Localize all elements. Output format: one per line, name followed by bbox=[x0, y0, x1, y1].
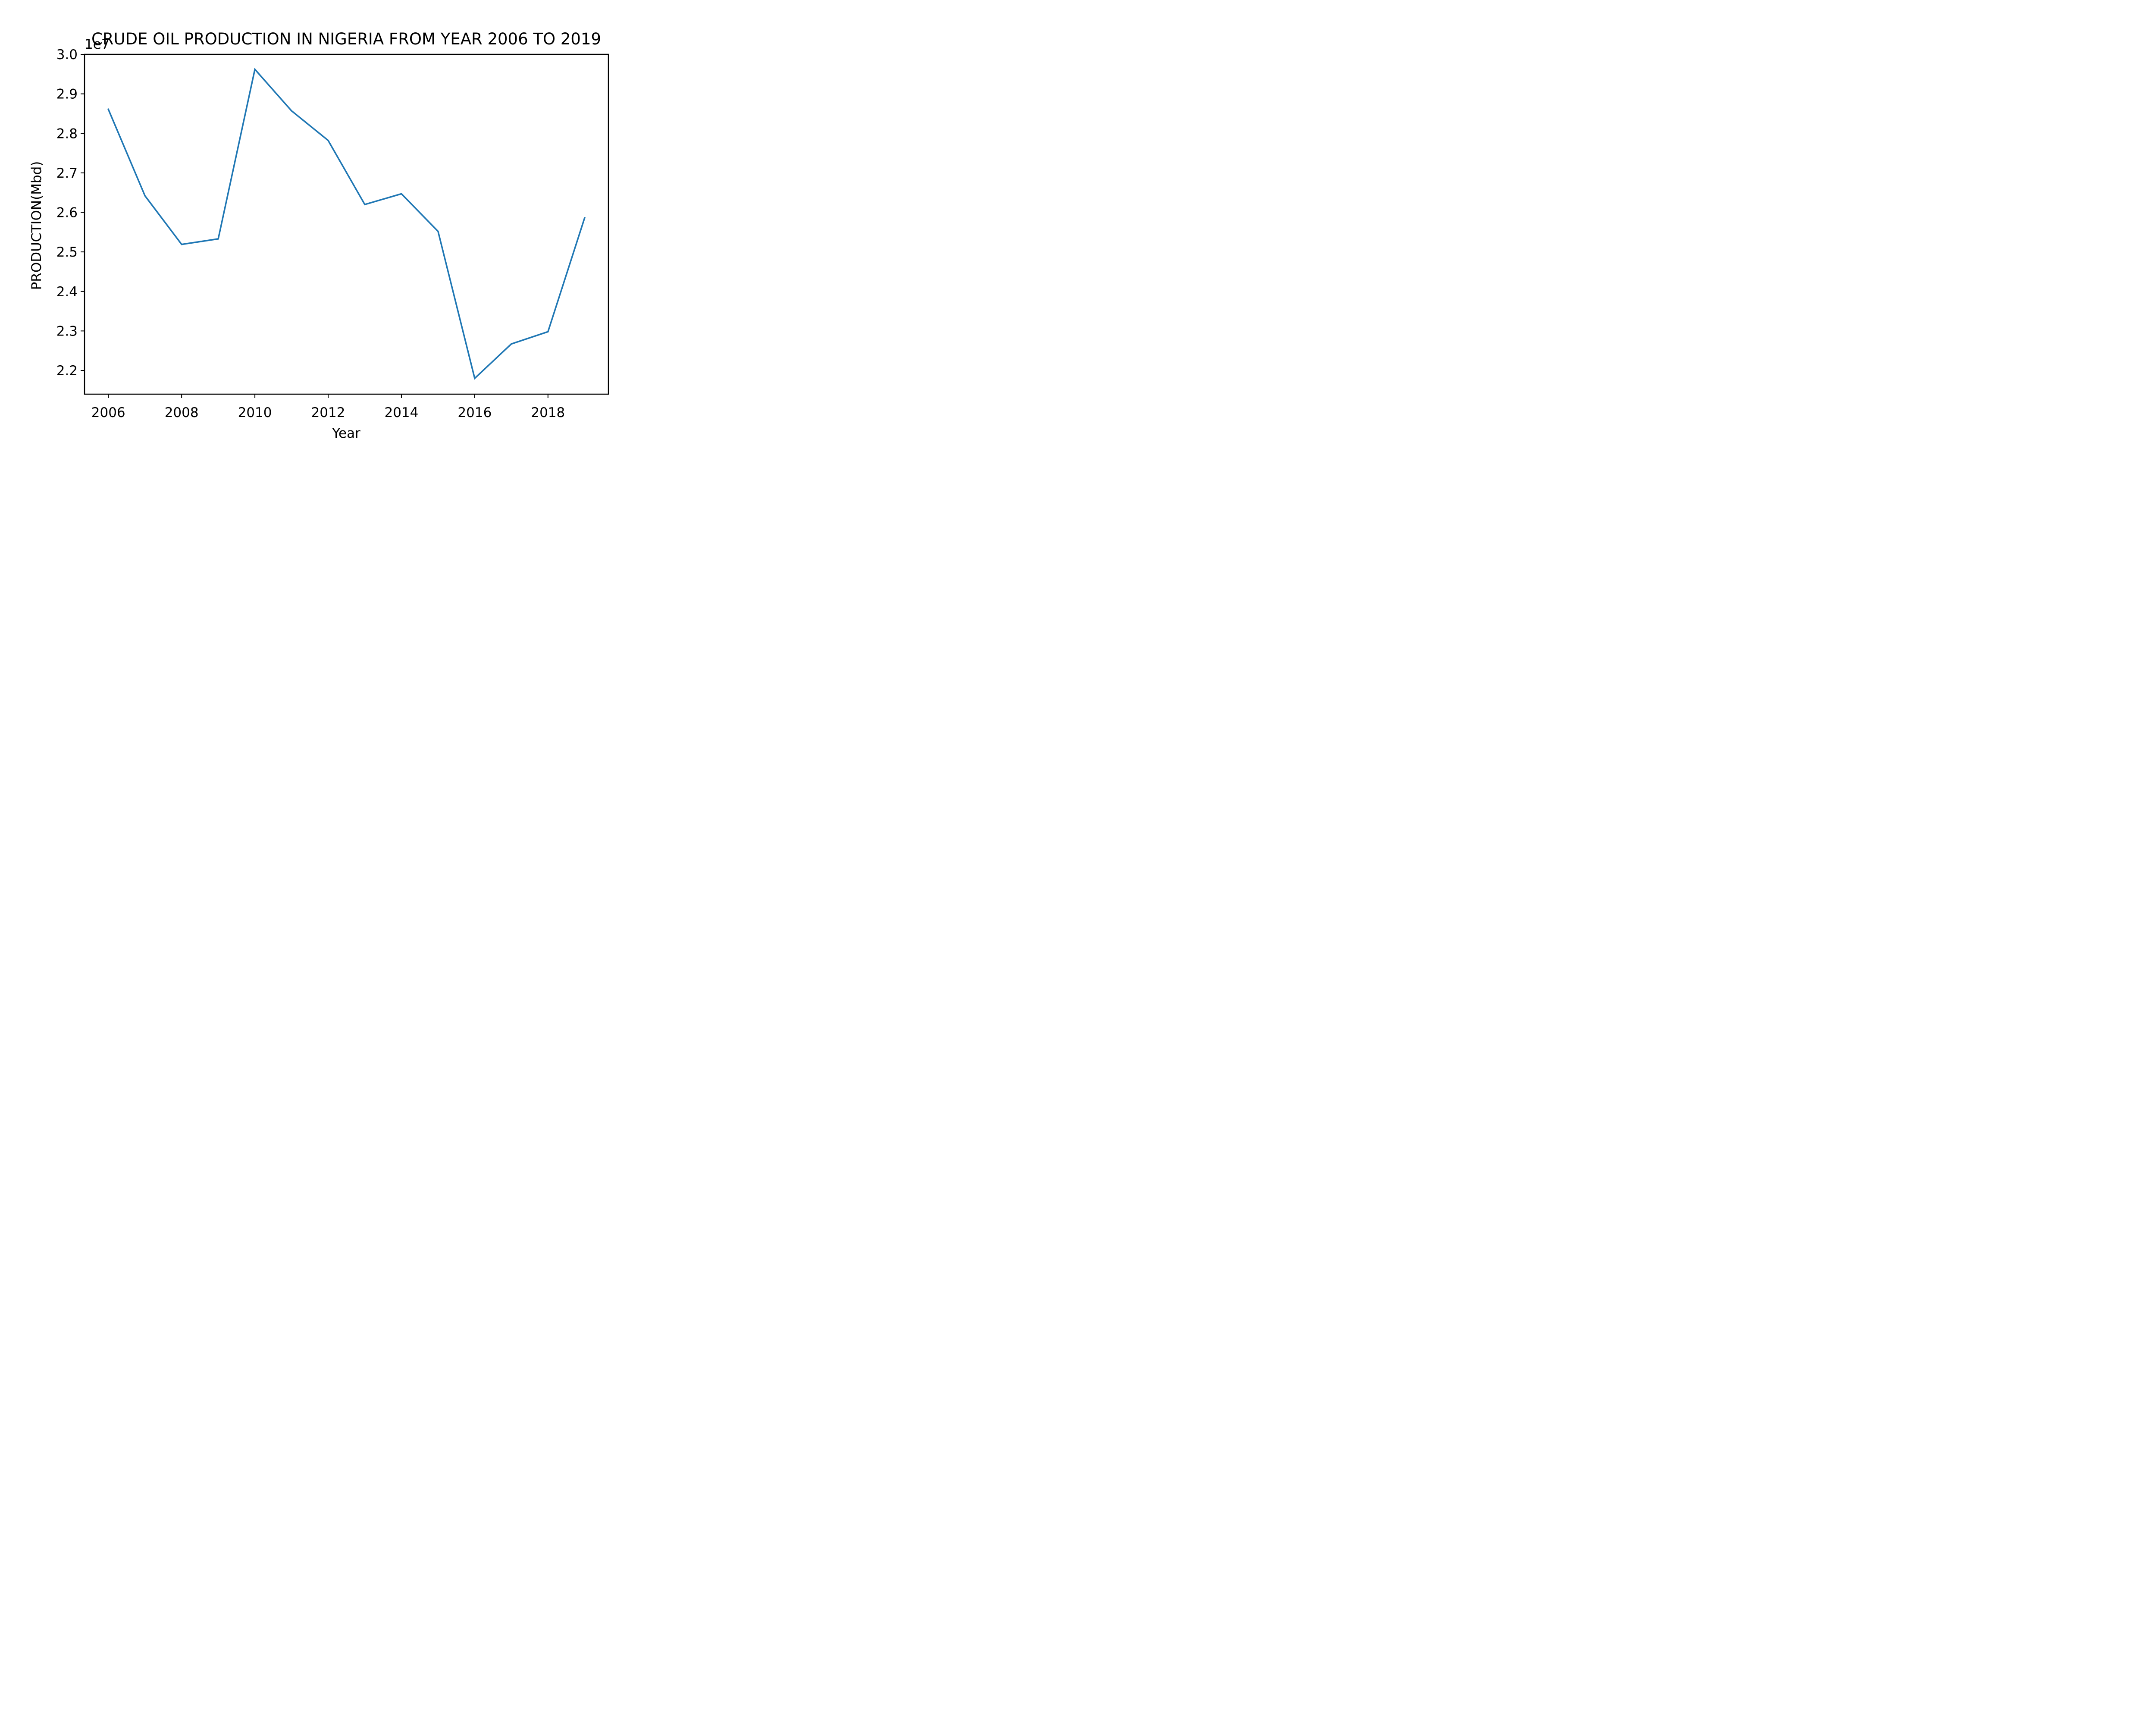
y-axis-label: PRODUCTION(Mbd) bbox=[29, 161, 44, 290]
x-tick-label: 2012 bbox=[311, 405, 345, 420]
x-tick-label: 2008 bbox=[165, 405, 199, 420]
y-tick-label: 2.3 bbox=[56, 323, 78, 339]
series-line bbox=[107, 68, 586, 380]
x-tick-label: 2018 bbox=[531, 405, 565, 420]
chart-background bbox=[0, 0, 667, 453]
y-tick-label: 2.8 bbox=[56, 126, 78, 141]
plot-frame bbox=[84, 53, 609, 395]
plot-area: 2006 2008 2010 2012 2014 2016 2018 2.2 2.3 2.4 2.5… bbox=[56, 47, 586, 420]
y-tick-label: 2.7 bbox=[56, 166, 78, 181]
line-chart: CRUDE OIL PRODUCTION IN NIGERIA FROM YEA… bbox=[0, 0, 667, 453]
x-tick-label: 2010 bbox=[238, 405, 272, 420]
y-tick-label: 2.6 bbox=[56, 205, 78, 221]
y-tick-label: 3.0 bbox=[56, 47, 78, 63]
x-tick-label: 2014 bbox=[384, 405, 418, 420]
y-axis-offset-label: 1e7 bbox=[85, 37, 110, 52]
x-tick-label: 2006 bbox=[91, 405, 125, 420]
y-tick-label: 2.5 bbox=[56, 245, 78, 260]
y-tick-label: 2.9 bbox=[56, 87, 78, 102]
x-axis-label: Year bbox=[332, 426, 360, 441]
y-tick-label: 2.2 bbox=[56, 363, 78, 379]
chart-title: CRUDE OIL PRODUCTION IN NIGERIA FROM YEA… bbox=[91, 30, 601, 48]
y-tick-label: 2.4 bbox=[56, 284, 78, 300]
x-tick-label: 2016 bbox=[458, 405, 492, 420]
